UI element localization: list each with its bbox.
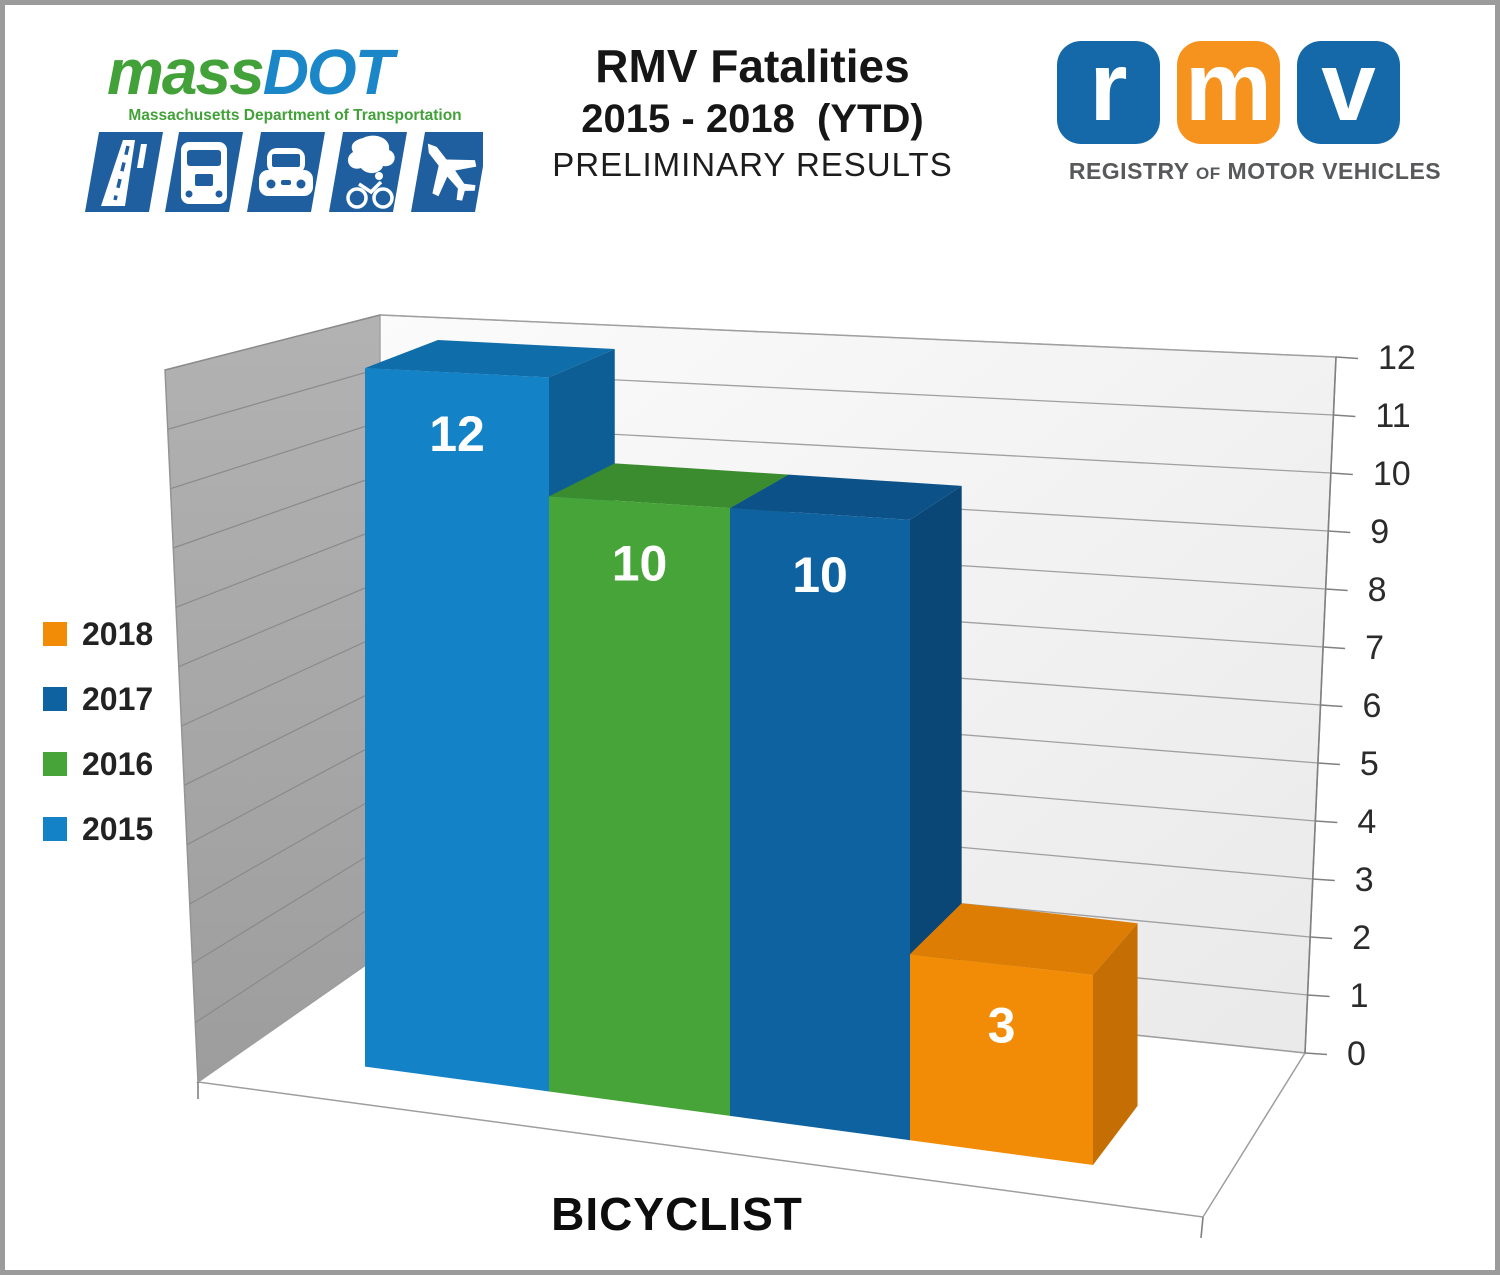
left-wall-gridline	[181, 634, 381, 727]
left-wall-gridline	[173, 474, 381, 549]
bar-2018: 3	[910, 903, 1138, 1165]
bicyclist-map-tile	[329, 132, 407, 212]
y-axis-tick-label: 1	[1350, 977, 1369, 1015]
y-axis-tick	[1333, 414, 1356, 418]
airplane-icon	[427, 143, 477, 201]
rmv-caption-motor-vehicles: MOTOR VEHICLES	[1227, 158, 1442, 184]
massdot-mode-tiles	[85, 132, 483, 212]
rmv-logo-squares: r m v	[1057, 37, 1453, 144]
massdot-wordmark-mass: mass	[107, 36, 265, 108]
left-wall-gridline	[194, 901, 381, 1024]
y-axis-tick-label: 7	[1365, 629, 1384, 667]
massdot-subtitle: Massachusetts Department of Transportati…	[128, 107, 462, 124]
left-wall-gridline	[175, 527, 381, 608]
legend-item-2016: 2016	[43, 745, 154, 782]
y-axis-tick-label: 8	[1368, 571, 1387, 609]
y-axis-tick-label: 11	[1375, 397, 1410, 435]
y-axis-tick-label: 9	[1370, 513, 1389, 551]
y-axis-tick	[1323, 646, 1346, 650]
legend-swatch-2017	[43, 687, 67, 711]
y-axis-tick	[1335, 356, 1359, 360]
legend-label-2015: 2015	[82, 810, 154, 847]
bar-front-face	[910, 954, 1093, 1165]
highway-icon	[101, 140, 135, 206]
bar-top-face	[910, 903, 1138, 975]
y-axis-tick-label: 10	[1373, 455, 1411, 493]
y-axis-tick	[1307, 994, 1330, 998]
bar-top-face	[365, 340, 615, 378]
y-axis-tick	[1328, 530, 1351, 534]
y-axis-tick-label: 4	[1357, 803, 1376, 841]
bar-front-face	[730, 508, 910, 1141]
train-icon	[181, 142, 227, 204]
bar-side-face	[1093, 923, 1138, 1165]
y-axis-tick-label: 3	[1355, 861, 1374, 899]
y-axis-tick-label: 2	[1352, 919, 1371, 957]
y-axis-tick-label: 0	[1347, 1035, 1366, 1073]
left-wall-gridline	[186, 741, 381, 846]
rmv-caption-of: OF	[1196, 164, 1221, 183]
legend-label-2016: 2016	[82, 745, 154, 782]
bicyclist-icon	[346, 135, 395, 209]
chart-subtitle-years: 2015 - 2018 (YTD)	[581, 97, 924, 141]
legend-item-2015: 2015	[43, 810, 154, 847]
y-axis-tick	[1304, 1052, 1328, 1056]
rmv-letter-v-tile: v	[1297, 37, 1400, 144]
chart-subtitle-preliminary: PRELIMINARY RESULTS	[552, 146, 953, 183]
legend-label-2017: 2017	[82, 680, 154, 717]
bar-top-face	[730, 474, 962, 520]
massdot-wordmark-dot: DOT	[262, 36, 394, 108]
left-wall-gridline	[164, 314, 381, 371]
y-axis-tick-label: 6	[1362, 687, 1381, 725]
left-wall-gridline	[183, 687, 381, 786]
y-axis-tick	[1312, 878, 1335, 882]
airplane-tile	[411, 132, 483, 212]
rmv-letter-m-tile: m	[1177, 37, 1280, 144]
bar-value-label: 10	[792, 547, 848, 603]
y-axis-tick-label: 12	[1378, 339, 1416, 377]
bar-front-face	[549, 496, 730, 1116]
rmv-caption: REGISTRY OF MOTOR VEHICLES	[1057, 158, 1453, 185]
legend-swatch-2016	[43, 752, 67, 776]
y-axis-tick-label: 5	[1360, 745, 1379, 783]
bar-value-label: 10	[612, 535, 668, 591]
legend-item-2017: 2017	[43, 680, 154, 717]
massdot-wordmark: massDOT	[107, 35, 394, 109]
back-wall-gridline	[379, 314, 1337, 358]
legend-swatch-2018	[43, 622, 67, 646]
left-wall	[164, 314, 381, 1084]
car-tile	[247, 132, 325, 212]
left-wall-gridline	[192, 847, 381, 964]
left-wall-gridline	[170, 421, 381, 490]
y-axis-tick	[1315, 820, 1338, 824]
y-axis-tick	[1317, 762, 1340, 766]
left-wall-gridline	[189, 794, 381, 905]
chart-title: RMV Fatalities	[595, 40, 910, 92]
bar-front-face	[365, 368, 549, 1092]
car-icon	[259, 148, 313, 196]
train-tile	[165, 132, 243, 212]
rmv-logo: r m v REGISTRY OF MOTOR VEHICLES	[1057, 37, 1453, 185]
y-axis-tick	[1325, 588, 1348, 592]
bar-top-face	[549, 463, 789, 509]
chart-title-block: RMV Fatalities 2015 - 2018 (YTD) PRELIMI…	[500, 39, 1005, 184]
bar-value-label: 12	[429, 406, 485, 462]
y-axis-tick	[1310, 936, 1333, 940]
left-wall-gridline	[178, 581, 381, 668]
y-axis-tick	[1330, 472, 1353, 476]
y-axis-tick	[1320, 704, 1343, 708]
highway-tile	[85, 132, 163, 212]
rmv-letter-r-tile: r	[1057, 37, 1160, 144]
rmv-caption-registry: REGISTRY	[1068, 158, 1190, 184]
category-axis-label: BICYCLIST	[551, 1188, 803, 1240]
category-axis-tick	[1200, 1216, 1204, 1239]
chart-legend: 2018 2017 2016 2015	[43, 615, 154, 877]
legend-swatch-2015	[43, 817, 67, 841]
bar-value-label: 3	[988, 998, 1016, 1054]
left-wall-gridline	[167, 367, 381, 430]
legend-item-2018: 2018	[43, 615, 154, 652]
legend-label-2018: 2018	[82, 615, 154, 652]
